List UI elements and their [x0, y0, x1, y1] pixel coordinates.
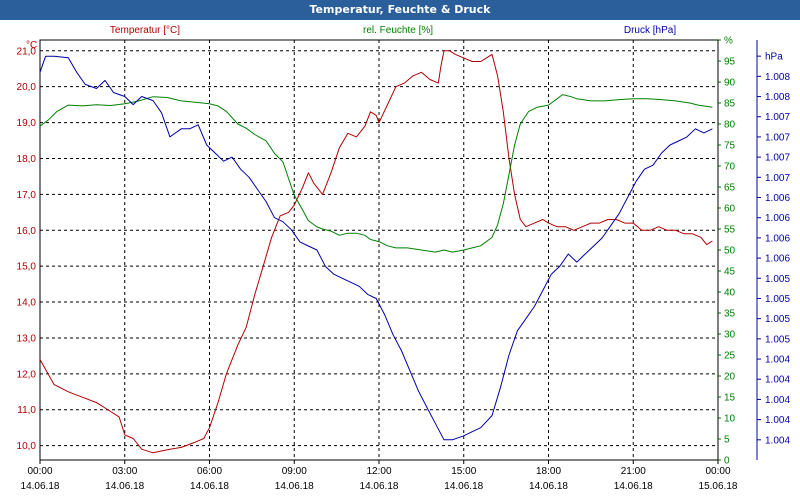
pressure-tick-label: 1.008: [765, 92, 790, 103]
temp-tick-label: 17,0: [17, 190, 37, 201]
temp-tick-label: 14,0: [17, 298, 37, 309]
pressure-tick-label: 1.005: [765, 294, 790, 305]
x-tick-date: 14.06.18: [529, 481, 568, 492]
pressure-tick-label: 1.005: [765, 314, 790, 325]
humidity-tick-label: 30: [724, 330, 736, 341]
x-tick-time: 03:00: [112, 466, 137, 477]
x-tick-date: 14.06.18: [21, 481, 60, 492]
x-tick-time: 00:00: [705, 466, 730, 477]
x-tick-time: 21:00: [621, 466, 646, 477]
temp-tick-label: 13,0: [17, 333, 37, 344]
x-tick-time: 00:00: [27, 466, 52, 477]
humidity-tick-label: 15: [724, 393, 736, 404]
humidity-tick-label: 45: [724, 267, 736, 278]
legend-pressure: Druck [hPa]: [624, 25, 676, 36]
pressure-tick-label: 1.006: [765, 193, 790, 204]
x-tick-time: 15:00: [451, 466, 476, 477]
grid-lines: [39, 39, 721, 464]
humidity-tick-label: 40: [724, 288, 736, 299]
x-tick-date: 15.06.18: [699, 481, 738, 492]
pressure-tick-label: 1.004: [765, 415, 790, 426]
temp-unit-label: °C: [26, 40, 37, 51]
humidity-tick-label: 55: [724, 225, 736, 236]
humidity-tick-label: 25: [724, 351, 736, 362]
temp-tick-label: 11,0: [17, 405, 36, 416]
pressure-tick-label: 1.008: [765, 72, 790, 83]
x-tick-date: 14.06.18: [360, 481, 399, 492]
humidity-tick-label: 50: [724, 246, 736, 257]
plot-frame: [39, 39, 719, 461]
pressure-tick-label: 1.004: [765, 435, 790, 446]
x-tick-date: 14.06.18: [275, 481, 314, 492]
humidity-tick-label: 0: [724, 456, 730, 467]
humidity-tick-label: 35: [724, 309, 736, 320]
series-lines: [39, 50, 713, 454]
humidity-series-line: [39, 94, 713, 253]
humidity-tick-label: 5: [724, 435, 730, 446]
pressure-tick-label: 1.007: [765, 153, 790, 164]
axis-labels: 00:00 14.06.18 03:00 14.06.18 06:00 14.06.18 0…: [17, 25, 791, 492]
humidity-tick-label: 65: [724, 183, 736, 194]
chart-title: Temperatur, Feuchte & Druck: [0, 0, 800, 20]
temp-tick-label: 21,0: [17, 46, 37, 57]
temp-tick-label: 12,0: [17, 369, 37, 380]
temp-tick-label: 10,0: [17, 441, 37, 452]
pressure-tick-label: 1.004: [765, 375, 790, 386]
temperature-series-line: [39, 50, 713, 454]
temp-tick-label: 15,0: [17, 262, 37, 273]
humidity-tick-label: 80: [724, 120, 736, 131]
x-tick-time: 06:00: [197, 466, 222, 477]
humidity-tick-label: 60: [724, 204, 736, 215]
temp-tick-label: 18,0: [17, 154, 37, 165]
pressure-tick-label: 1.004: [765, 355, 790, 366]
x-tick-time: 12:00: [366, 466, 391, 477]
humidity-tick-label: 95: [724, 57, 736, 68]
pressure-tick-label: 1.006: [765, 233, 790, 244]
temp-tick-label: 19,0: [17, 118, 37, 129]
x-tick-time: 18:00: [536, 466, 561, 477]
humidity-tick-label: 10: [724, 414, 736, 425]
x-tick-date: 14.06.18: [105, 481, 144, 492]
humidity-tick-label: %: [724, 36, 733, 47]
pressure-tick-label: 1.007: [765, 112, 790, 123]
x-tick-date: 14.06.18: [444, 481, 483, 492]
pressure-tick-label: 1.005: [765, 334, 790, 345]
pressure-tick-label: 1.004: [765, 395, 790, 406]
legend-temperature: Temperatur [°C]: [110, 25, 180, 36]
humidity-tick-label: 90: [724, 78, 736, 89]
pressure-tick-label: 1.005: [765, 274, 790, 285]
pressure-series-line: [39, 55, 713, 441]
humidity-tick-label: 20: [724, 372, 736, 383]
pressure-tick-label: 1.006: [765, 254, 790, 265]
pressure-tick-label: hPa: [765, 52, 783, 63]
humidity-tick-label: 75: [724, 141, 736, 152]
legend-humidity: rel. Feuchte [%]: [363, 25, 433, 36]
humidity-tick-label: 85: [724, 99, 736, 110]
temp-tick-label: 20,0: [17, 82, 37, 93]
temp-tick-label: 16,0: [17, 226, 37, 237]
x-tick-time: 09:00: [282, 466, 307, 477]
pressure-tick-label: 1.007: [765, 132, 790, 143]
pressure-tick-label: 1.007: [765, 173, 790, 184]
humidity-tick-label: 70: [724, 162, 736, 173]
chart-canvas: 00:00 14.06.18 03:00 14.06.18 06:00 14.06.18 0…: [17, 25, 791, 492]
x-tick-date: 14.06.18: [190, 481, 229, 492]
x-tick-date: 14.06.18: [614, 481, 653, 492]
pressure-tick-label: 1.006: [765, 213, 790, 224]
